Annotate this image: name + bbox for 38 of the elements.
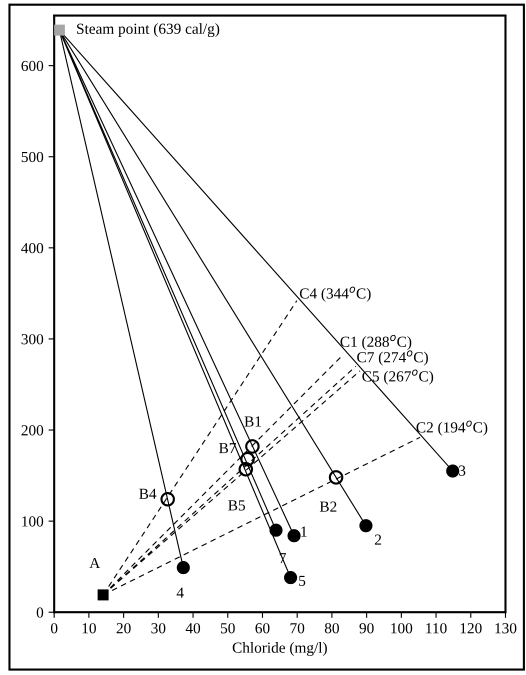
- annotation: B2: [320, 502, 336, 512]
- annotation: Steam point (639 cal/g): [77, 23, 220, 38]
- x-tick-label: 30: [151, 623, 166, 634]
- y-tick-label: 100: [22, 516, 44, 527]
- annotation: B5: [228, 500, 245, 511]
- annotation: A: [89, 558, 100, 568]
- y-tick-label: 300: [22, 334, 44, 344]
- x-tick-label: 130: [495, 623, 516, 634]
- y-tick-label: 0: [36, 607, 44, 618]
- x-tick-label: 0: [50, 623, 58, 634]
- x-tick-label: 10: [82, 623, 96, 634]
- x-tick-label: 40: [186, 623, 200, 634]
- y-tick-label: 500: [22, 152, 44, 162]
- annotation: 1: [301, 526, 307, 537]
- annotation: C2 (194$^{o}$C): [416, 420, 488, 436]
- x-tick-label: 110: [426, 623, 447, 634]
- annotation: 3: [459, 465, 466, 476]
- annotation: B1: [244, 416, 261, 427]
- x-tick-label: 120: [460, 623, 482, 634]
- x-tick-label: 100: [391, 623, 412, 634]
- annotation: C7 (274$^{o}$C): [357, 350, 428, 366]
- y-tick-label: 400: [21, 242, 44, 254]
- annotation: 4: [176, 588, 184, 598]
- annotation: C4 (344$^{o}$C): [300, 286, 371, 302]
- x-tick-label: 90: [359, 623, 374, 634]
- annotation: B4: [139, 488, 156, 499]
- x-axis-title: Chloride (mg/l): [232, 642, 327, 656]
- y-tick-label: 200: [22, 425, 44, 436]
- x-tick-label: 20: [116, 623, 131, 634]
- annotation: 5: [299, 576, 306, 586]
- annotation: B7: [219, 443, 236, 454]
- x-tick-label: 50: [221, 623, 235, 634]
- x-tick-label: 80: [324, 623, 339, 634]
- annotation: C1 (288$^{o}$C): [340, 334, 412, 350]
- annotation: 2: [374, 534, 382, 545]
- x-tick-label: 70: [290, 623, 304, 634]
- x-tick-label: 60: [255, 623, 270, 634]
- y-tick-label: 600: [22, 60, 44, 72]
